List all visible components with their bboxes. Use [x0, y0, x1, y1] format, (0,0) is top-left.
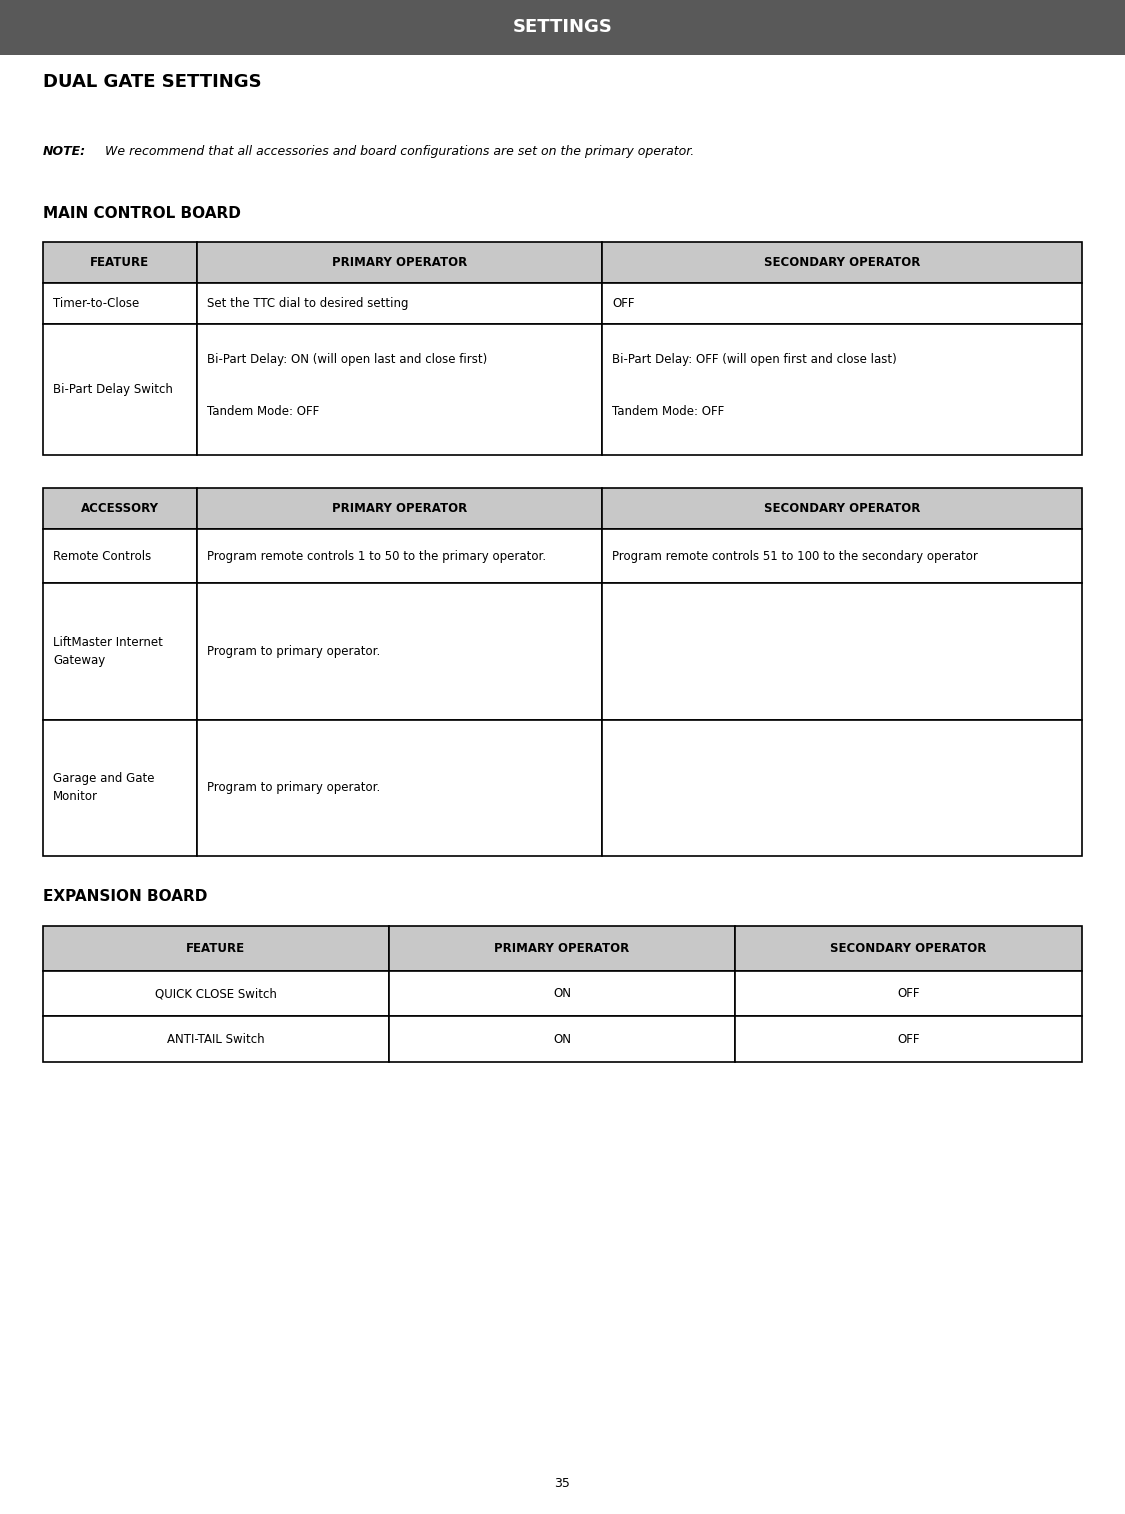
Text: Program to primary operator.: Program to primary operator. [207, 645, 380, 659]
Text: FEATURE: FEATURE [90, 256, 150, 269]
Bar [389, 925, 735, 970]
Text: ANTI-TAIL Switch: ANTI-TAIL Switch [166, 1033, 264, 1046]
Text: 35: 35 [555, 1476, 570, 1490]
Bar [43, 283, 197, 324]
Bar [602, 324, 1082, 454]
Text: OFF: OFF [612, 297, 634, 310]
Text: Bi-Part Delay: ON (will open last and close first): Bi-Part Delay: ON (will open last and cl… [207, 353, 487, 366]
Text: ON: ON [554, 987, 572, 1001]
Bar [602, 242, 1082, 283]
Bar [43, 583, 197, 719]
Text: Program remote controls 1 to 50 to the primary operator.: Program remote controls 1 to 50 to the p… [207, 550, 546, 563]
Text: FEATURE: FEATURE [187, 942, 245, 955]
Bar [43, 719, 197, 855]
Text: Bi-Part Delay: OFF (will open first and close last): Bi-Part Delay: OFF (will open first and … [612, 353, 897, 366]
Text: OFF: OFF [898, 1033, 920, 1046]
Bar [197, 242, 602, 283]
Text: NOTE:: NOTE: [43, 145, 86, 159]
Text: ACCESSORY: ACCESSORY [81, 503, 159, 515]
Text: Timer-to-Close: Timer-to-Close [53, 297, 140, 310]
Bar [735, 970, 1082, 1016]
Text: EXPANSION BOARD: EXPANSION BOARD [43, 889, 207, 904]
Text: ON: ON [554, 1033, 572, 1046]
Text: We recommend that all accessories and board configurations are set on the primar: We recommend that all accessories and bo… [101, 145, 694, 159]
Text: Bi-Part Delay Switch: Bi-Part Delay Switch [53, 383, 173, 395]
Text: MAIN CONTROL BOARD: MAIN CONTROL BOARD [43, 206, 241, 221]
Text: OFF: OFF [898, 987, 920, 1001]
Text: DUAL GATE SETTINGS: DUAL GATE SETTINGS [43, 73, 261, 91]
Text: Program to primary operator.: Program to primary operator. [207, 781, 380, 795]
Text: Remote Controls: Remote Controls [53, 550, 151, 563]
Text: SECONDARY OPERATOR: SECONDARY OPERATOR [764, 503, 920, 515]
Text: Program remote controls 51 to 100 to the secondary operator: Program remote controls 51 to 100 to the… [612, 550, 978, 563]
Bar [197, 583, 602, 719]
Bar [197, 719, 602, 855]
Text: PRIMARY OPERATOR: PRIMARY OPERATOR [494, 942, 630, 955]
Bar [43, 970, 389, 1016]
Bar [735, 1016, 1082, 1061]
Text: Garage and Gate
Monitor: Garage and Gate Monitor [53, 772, 154, 804]
Bar [197, 283, 602, 324]
Bar [43, 242, 197, 283]
Bar [43, 925, 389, 970]
Bar [197, 324, 602, 454]
Text: PRIMARY OPERATOR: PRIMARY OPERATOR [332, 503, 467, 515]
Bar [43, 488, 197, 528]
Bar [602, 488, 1082, 528]
Text: LiftMaster Internet
Gateway: LiftMaster Internet Gateway [53, 636, 163, 668]
Text: Tandem Mode: OFF: Tandem Mode: OFF [207, 406, 320, 418]
Bar [389, 1016, 735, 1061]
Bar [197, 528, 602, 583]
Text: PRIMARY OPERATOR: PRIMARY OPERATOR [332, 256, 467, 269]
Bar [735, 925, 1082, 970]
Text: Set the TTC dial to desired setting: Set the TTC dial to desired setting [207, 297, 408, 310]
Text: SECONDARY OPERATOR: SECONDARY OPERATOR [830, 942, 987, 955]
Bar [43, 1016, 389, 1061]
Bar [0, 0, 1125, 55]
Bar [602, 528, 1082, 583]
Bar [602, 719, 1082, 855]
Bar [602, 283, 1082, 324]
Text: SECONDARY OPERATOR: SECONDARY OPERATOR [764, 256, 920, 269]
Bar [389, 970, 735, 1016]
Bar [602, 583, 1082, 719]
Bar [43, 528, 197, 583]
Bar [43, 324, 197, 454]
Text: QUICK CLOSE Switch: QUICK CLOSE Switch [155, 987, 277, 1001]
Bar [197, 488, 602, 528]
Text: Tandem Mode: OFF: Tandem Mode: OFF [612, 406, 724, 418]
Text: SETTINGS: SETTINGS [513, 18, 612, 36]
